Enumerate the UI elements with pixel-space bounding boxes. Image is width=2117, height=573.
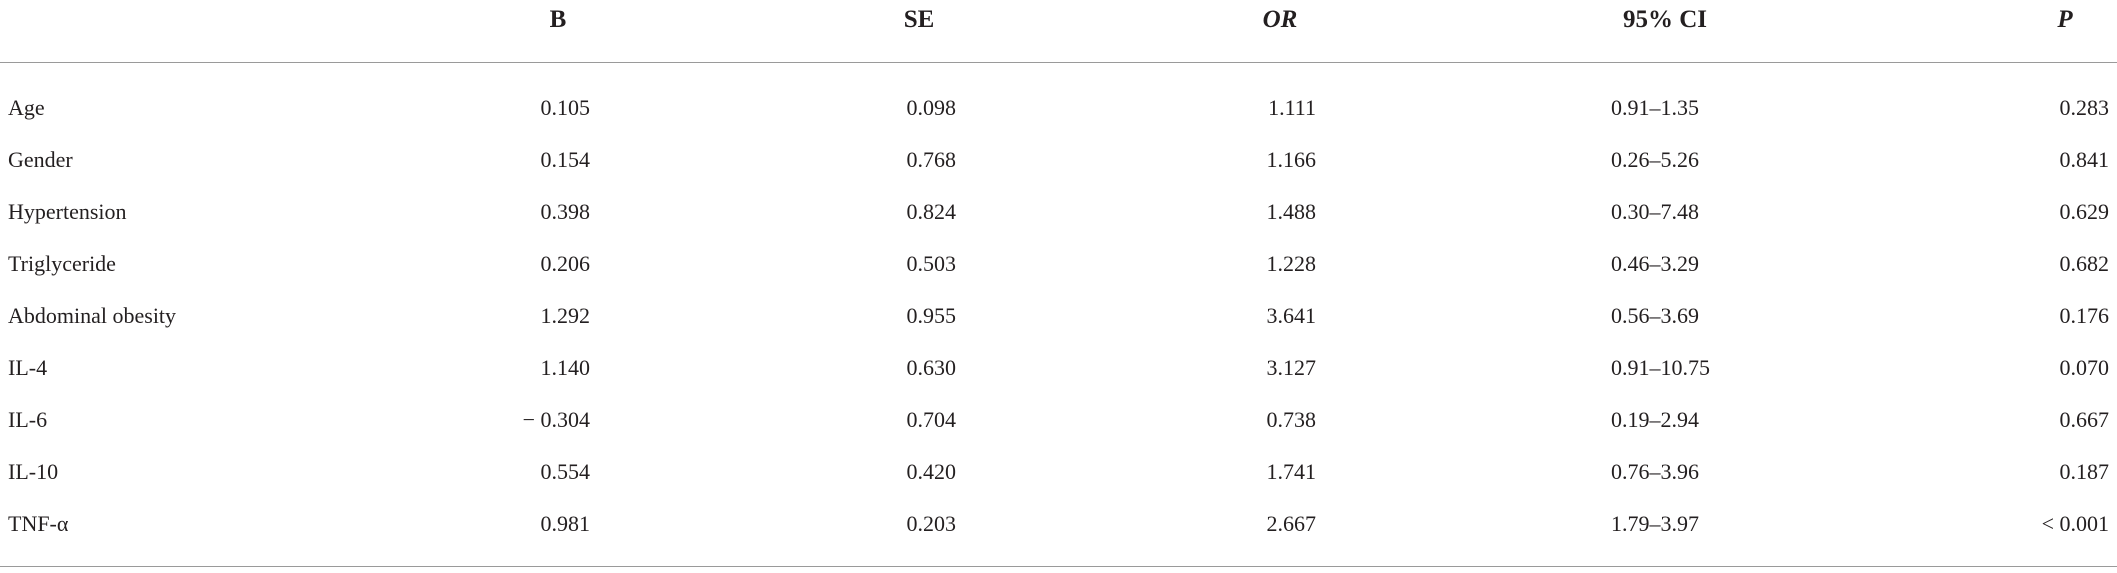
- table-cell: 3.127: [1266, 355, 1317, 380]
- row-label: Hypertension: [8, 199, 127, 224]
- row-label: IL-10: [8, 459, 59, 484]
- table-cell: 0.91–1.35: [1611, 95, 1699, 120]
- table-cell: 0.283: [2059, 95, 2110, 120]
- table-cell: 0.070: [2059, 355, 2110, 380]
- table-cell: 1.292: [540, 303, 591, 328]
- table-cell: 1.111: [1268, 95, 1316, 120]
- table-cell: 0.76–3.96: [1611, 459, 1699, 484]
- row-label: Triglyceride: [8, 251, 116, 276]
- table-cell: 0.420: [906, 459, 957, 484]
- table-cell: 0.768: [906, 147, 957, 172]
- row-label: Abdominal obesity: [8, 303, 177, 328]
- table-cell: 0.738: [1266, 407, 1317, 432]
- table-cell: 2.667: [1266, 511, 1317, 536]
- table-cell: 0.187: [2059, 459, 2110, 484]
- row-label: Age: [8, 95, 45, 120]
- table-cell: 0.704: [906, 407, 957, 432]
- table-cell: 0.206: [540, 251, 591, 276]
- table-cell: 0.56–3.69: [1611, 303, 1699, 328]
- column-header: OR: [1262, 6, 1298, 33]
- column-header: P: [2057, 6, 2073, 33]
- table-cell: 0.629: [2059, 199, 2110, 224]
- table-cell: − 0.304: [522, 407, 590, 432]
- table-cell: 0.841: [2059, 147, 2110, 172]
- table-cell: 0.154: [540, 147, 591, 172]
- header-rule: [0, 62, 2117, 63]
- row-label: IL-6: [8, 407, 48, 432]
- table-cell: 0.824: [906, 199, 957, 224]
- bottom-rule: [0, 566, 2117, 567]
- table-cell: 0.203: [906, 511, 957, 536]
- table-cell: < 0.001: [2041, 511, 2109, 536]
- row-label: TNF-α: [8, 511, 69, 536]
- column-header: SE: [903, 6, 935, 33]
- row-label: IL-4: [8, 355, 48, 380]
- column-header: 95% CI: [1622, 6, 1708, 33]
- table-cell: 0.667: [2059, 407, 2110, 432]
- table-cell: 0.098: [906, 95, 957, 120]
- table-cell: 0.554: [540, 459, 591, 484]
- table-cell: 0.105: [540, 95, 591, 120]
- table-cell: 1.140: [540, 355, 591, 380]
- table-cell: 0.682: [2059, 251, 2110, 276]
- table-cell: 0.26–5.26: [1611, 147, 1699, 172]
- row-label: Gender: [8, 147, 73, 172]
- table-cell: 0.981: [540, 511, 591, 536]
- table-cell: 0.176: [2059, 303, 2110, 328]
- table-cell: 0.30–7.48: [1611, 199, 1699, 224]
- table-cell: 0.630: [906, 355, 957, 380]
- column-header: B: [549, 6, 567, 33]
- table-cell: 1.488: [1266, 199, 1317, 224]
- table-cell: 1.741: [1266, 459, 1317, 484]
- table-cell: 3.641: [1266, 303, 1317, 328]
- table-cell: 1.166: [1266, 147, 1317, 172]
- table-cell: 1.79–3.97: [1611, 511, 1699, 536]
- table-cell: 0.91–10.75: [1611, 355, 1710, 380]
- table-cell: 0.955: [906, 303, 957, 328]
- table-cell: 0.398: [540, 199, 591, 224]
- table-cell: 0.503: [906, 251, 957, 276]
- table-cell: 0.19–2.94: [1611, 407, 1699, 432]
- table-cell: 0.46–3.29: [1611, 251, 1699, 276]
- table-cell: 1.228: [1266, 251, 1317, 276]
